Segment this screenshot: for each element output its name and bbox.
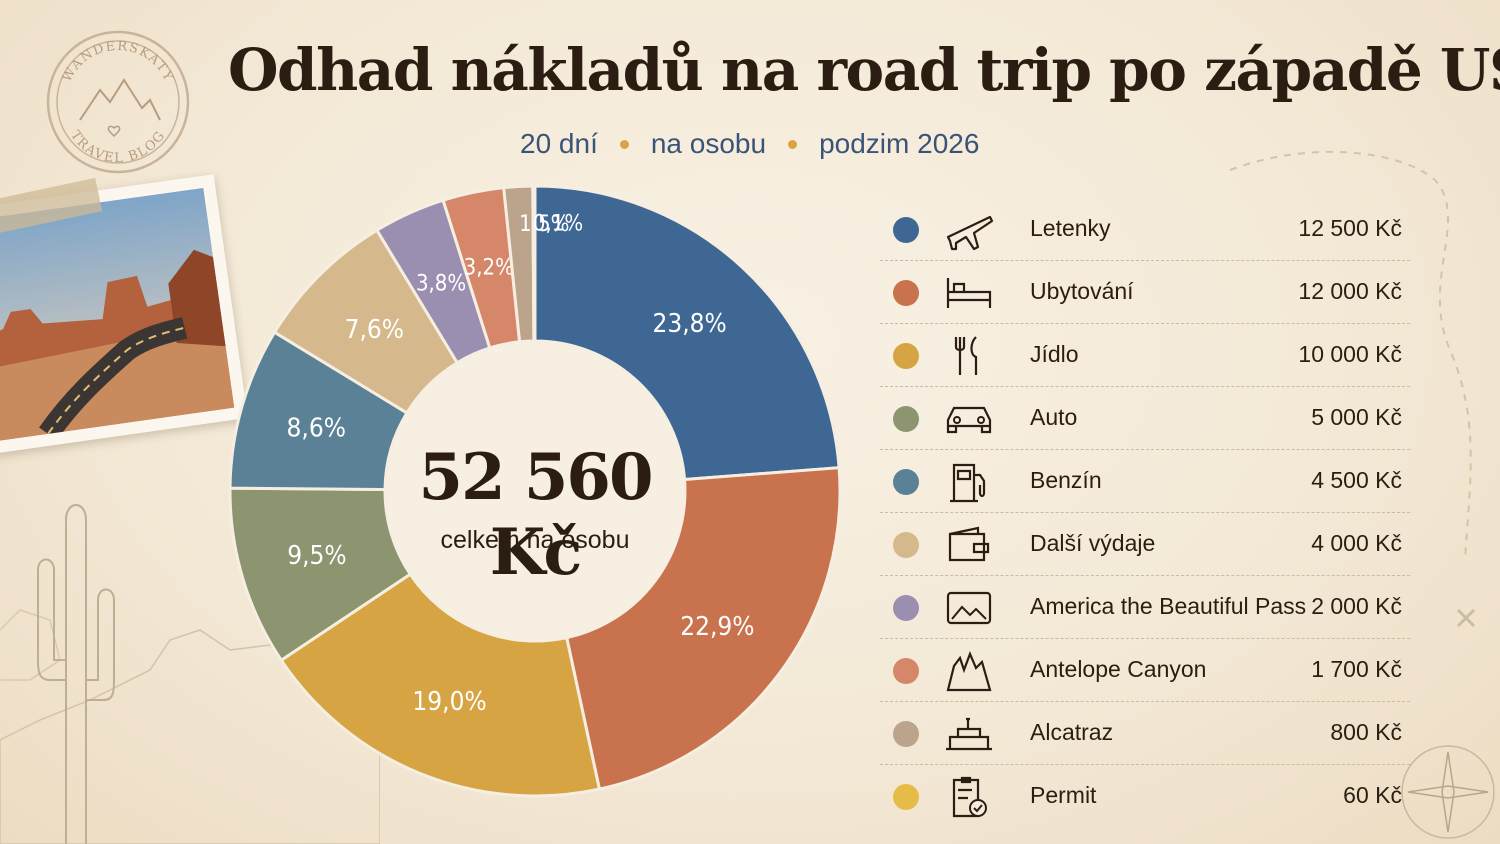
legend-amount: 5 000 Kč <box>1311 404 1402 430</box>
legend-label: Benzín <box>1030 467 1102 493</box>
prison-building-icon <box>946 717 992 751</box>
wallet-icon <box>948 526 990 562</box>
cost-legend: Letenky 12 500 Kč Ubytování 12 000 Kč Jídlo 1… <box>880 198 1410 827</box>
legend-amount: 12 000 Kč <box>1298 278 1402 304</box>
legend-swatch <box>893 532 919 558</box>
donut-slice-1 <box>533 184 841 482</box>
legend-label: Antelope Canyon <box>1030 656 1207 682</box>
subtitle-separator-dot <box>619 139 629 149</box>
legend-label: Alcatraz <box>1030 719 1114 745</box>
legend-label: America the Beautiful Pass <box>1030 593 1307 619</box>
legend-row: Alcatraz 800 Kč <box>880 702 1410 765</box>
donut-slice-label-1: 23,8% <box>652 309 726 339</box>
legend-row: Antelope Canyon 1 700 Kč <box>880 639 1410 702</box>
legend-swatch <box>893 343 919 369</box>
subtitle-per-person: na osobu <box>650 128 767 159</box>
legend-amount: 12 500 Kč <box>1298 215 1402 241</box>
legend-label: Permit <box>1030 782 1097 808</box>
legend-label: Ubytování <box>1030 278 1134 304</box>
legend-swatch <box>893 595 919 621</box>
donut-slice-label-4: 9,5% <box>287 541 346 571</box>
legend-swatch <box>893 658 919 684</box>
legend-row: Benzín 4 500 Kč <box>880 450 1410 513</box>
legend-amount: 800 Kč <box>1330 719 1402 745</box>
travel-blog-stamp-logo: WANDERSKATY TRAVEL BLOG <box>46 30 190 174</box>
subtitle-duration: 20 dní <box>520 128 598 159</box>
donut-slice-3 <box>279 572 602 798</box>
legend-swatch <box>893 280 919 306</box>
clipboard-check-icon <box>952 776 987 818</box>
svg-text:TRAVEL BLOG: TRAVEL BLOG <box>67 128 168 166</box>
donut-slice-label-7: 3,8% <box>416 271 466 296</box>
page-title: Odhad nákladů na road trip po západě USA <box>228 36 1500 104</box>
legend-row: Permit 60 Kč <box>880 765 1410 827</box>
legend-amount: 1 700 Kč <box>1311 656 1402 682</box>
desert-road-photo <box>0 174 248 456</box>
cost-donut-chart: 23,8% 22,9% 19,0% 9,5% 8,6% 7,6% 3,8%3,2%1,5%0… <box>228 184 842 798</box>
donut-slice-label-8: 3,2% <box>464 256 514 281</box>
legend-amount: 60 Kč <box>1343 782 1402 808</box>
legend-row: Letenky 12 500 Kč <box>880 198 1410 261</box>
subtitle: 20 dní na osobu podzim 2026 <box>520 128 979 160</box>
total-amount: 52 560 Kč <box>418 440 654 590</box>
legend-swatch <box>893 469 919 495</box>
donut-slice-label-2: 22,9% <box>680 612 754 642</box>
subtitle-separator-dot <box>788 139 798 149</box>
legend-row: Auto 5 000 Kč <box>880 387 1410 450</box>
bed-icon <box>946 278 992 308</box>
legend-swatch <box>893 217 919 243</box>
legend-row: Ubytování 12 000 Kč <box>880 261 1410 324</box>
legend-amount: 4 500 Kč <box>1311 467 1402 493</box>
park-pass-icon <box>946 591 992 625</box>
donut-slice-label-9: 1,5% <box>519 212 569 237</box>
legend-label: Další výdaje <box>1030 530 1156 556</box>
legend-amount: 2 000 Kč <box>1311 593 1402 619</box>
donut-slice-10 <box>531 184 537 343</box>
legend-row: Jídlo 10 000 Kč <box>880 324 1410 387</box>
legend-swatch <box>893 721 919 747</box>
donut-slice-label-6: 7,6% <box>345 315 404 345</box>
legend-swatch <box>893 784 919 810</box>
donut-hole <box>386 342 684 640</box>
donut-slice-label-10: 0,1% <box>533 212 583 237</box>
donut-slice-2 <box>564 466 842 791</box>
canyon-icon <box>946 651 992 692</box>
airplane-icon <box>946 215 994 251</box>
dashed-route-decoration <box>1229 150 1476 628</box>
subtitle-season: podzim 2026 <box>819 128 980 159</box>
legend-label: Jídlo <box>1030 341 1079 367</box>
legend-amount: 10 000 Kč <box>1298 341 1402 367</box>
donut-slice-label-5: 8,6% <box>287 413 346 443</box>
car-icon <box>946 406 992 434</box>
legend-label: Letenky <box>1030 215 1111 241</box>
fork-knife-icon <box>954 336 978 375</box>
total-caption: celkem na osobu <box>440 526 630 554</box>
legend-label: Auto <box>1030 404 1078 430</box>
legend-amount: 4 000 Kč <box>1311 530 1402 556</box>
compass-rose-decoration <box>1401 745 1495 839</box>
legend-swatch <box>893 406 919 432</box>
legend-row: America the Beautiful Pass 2 000 Kč <box>880 576 1410 639</box>
donut-slice-label-3: 19,0% <box>412 687 486 717</box>
legend-row: Další výdaje 4 000 Kč <box>880 513 1410 576</box>
fuel-pump-icon <box>950 463 986 503</box>
